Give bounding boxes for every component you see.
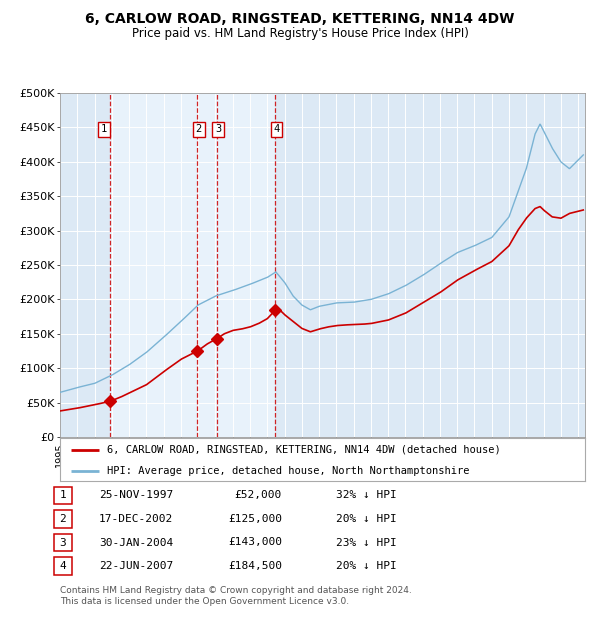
Text: 20% ↓ HPI: 20% ↓ HPI (336, 514, 397, 524)
Text: 4: 4 (59, 561, 67, 571)
Text: 23% ↓ HPI: 23% ↓ HPI (336, 538, 397, 547)
Text: 3: 3 (215, 125, 221, 135)
Text: Contains HM Land Registry data © Crown copyright and database right 2024.: Contains HM Land Registry data © Crown c… (60, 586, 412, 595)
Text: 2: 2 (59, 514, 67, 524)
Text: This data is licensed under the Open Government Licence v3.0.: This data is licensed under the Open Gov… (60, 597, 349, 606)
Text: 3: 3 (59, 538, 67, 547)
Text: 32% ↓ HPI: 32% ↓ HPI (336, 490, 397, 500)
Text: £125,000: £125,000 (228, 514, 282, 524)
Text: 1: 1 (59, 490, 67, 500)
Text: 22-JUN-2007: 22-JUN-2007 (99, 561, 173, 571)
Text: HPI: Average price, detached house, North Northamptonshire: HPI: Average price, detached house, Nort… (107, 466, 470, 476)
Text: 2: 2 (196, 125, 202, 135)
Bar (197, 93, 275, 437)
Text: 1: 1 (101, 125, 107, 135)
Text: £52,000: £52,000 (235, 490, 282, 500)
Bar (110, 93, 197, 437)
Text: 20% ↓ HPI: 20% ↓ HPI (336, 561, 397, 571)
Text: 6, CARLOW ROAD, RINGSTEAD, KETTERING, NN14 4DW (detached house): 6, CARLOW ROAD, RINGSTEAD, KETTERING, NN… (107, 445, 501, 454)
Text: 25-NOV-1997: 25-NOV-1997 (99, 490, 173, 500)
Text: £184,500: £184,500 (228, 561, 282, 571)
Text: 4: 4 (274, 125, 280, 135)
Text: 6, CARLOW ROAD, RINGSTEAD, KETTERING, NN14 4DW: 6, CARLOW ROAD, RINGSTEAD, KETTERING, NN… (85, 12, 515, 27)
Text: £143,000: £143,000 (228, 538, 282, 547)
Text: Price paid vs. HM Land Registry's House Price Index (HPI): Price paid vs. HM Land Registry's House … (131, 27, 469, 40)
Text: 30-JAN-2004: 30-JAN-2004 (99, 538, 173, 547)
Text: 17-DEC-2002: 17-DEC-2002 (99, 514, 173, 524)
